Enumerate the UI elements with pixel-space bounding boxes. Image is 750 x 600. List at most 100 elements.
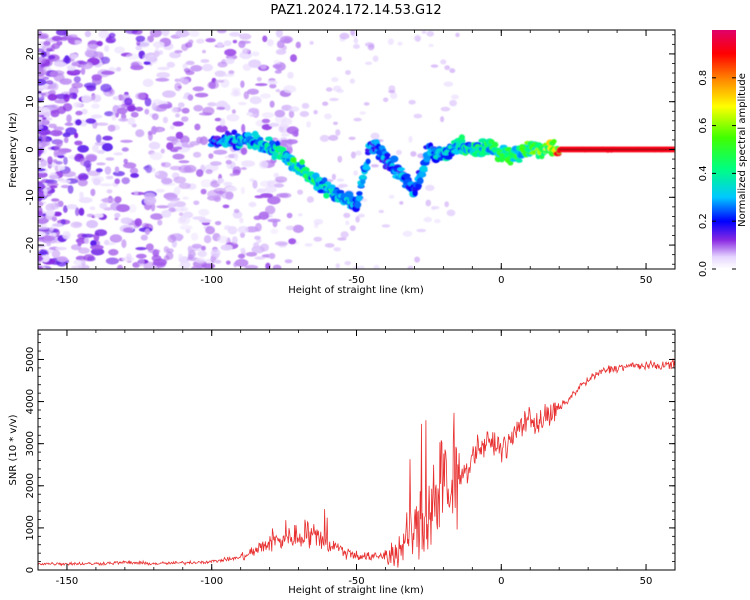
spectrogram-noise-blob — [175, 30, 190, 38]
spectrogram-noise-blob — [106, 189, 113, 194]
spectrogram-noise-blob — [339, 32, 350, 40]
spectrogram-noise-blob — [135, 253, 147, 259]
spectrogram-noise-blob — [249, 96, 262, 105]
spectrogram-noise-blob — [402, 230, 413, 237]
spectrogram-noise-blob — [93, 213, 104, 218]
spectrogram-noise-blob — [428, 43, 434, 48]
spectrogram-noise-blob — [226, 114, 240, 122]
spectrogram-noise-blob — [163, 255, 170, 261]
spectrogram-noise-blob — [295, 41, 301, 49]
spectrogram-noise-blob — [151, 265, 158, 269]
x-tick-label: -150 — [56, 576, 79, 587]
x-tick-label: -100 — [200, 275, 223, 286]
spectrogram-ridge-blob — [275, 140, 281, 147]
spectrogram-noise-blob — [66, 114, 72, 123]
spectrogram-noise-blob — [213, 187, 227, 194]
spectrogram-noise-blob — [50, 109, 60, 118]
spectrogram-noise-blob — [70, 40, 76, 45]
spectrogram-noise-blob — [416, 228, 427, 233]
spectrogram-noise-blob — [55, 246, 68, 251]
spectrogram-ridge-blob — [325, 181, 332, 186]
spectrogram-noise-blob — [359, 111, 366, 115]
spectrogram-noise-blob — [46, 182, 59, 187]
spectrogram-noise-blob — [116, 107, 128, 115]
spectrogram-noise-blob — [57, 151, 66, 155]
spectrogram-noise-blob — [198, 112, 212, 116]
spectrogram-noise-blob — [273, 183, 285, 188]
spectrogram-noise-blob — [95, 168, 103, 173]
spectrogram-noise-blob — [85, 118, 97, 124]
spectrogram-noise-blob — [358, 265, 365, 269]
spectrogram-noise-blob — [108, 249, 119, 256]
spectrogram-noise-blob — [43, 187, 48, 197]
spectrogram-noise-blob — [267, 180, 275, 188]
spectrogram-noise-blob — [114, 212, 121, 218]
spectrogram-noise-blob — [174, 82, 182, 92]
spectrogram-noise-blob — [116, 264, 124, 269]
spectrogram-ridge-blob — [415, 183, 422, 189]
spectrogram-noise-blob — [223, 181, 233, 187]
spectrogram-noise-blob — [397, 41, 403, 46]
spectrogram-noise-blob — [248, 107, 260, 114]
spectrogram-noise-blob — [103, 45, 110, 52]
spectrogram-noise-blob — [325, 87, 333, 92]
spectrogram-noise-blob — [157, 66, 170, 71]
spectrogram-noise-blob — [304, 243, 313, 247]
spectrogram-noise-blob — [104, 242, 116, 246]
spectrogram-noise-blob — [53, 159, 58, 164]
spectrogram-noise-blob — [59, 78, 72, 85]
spectrogram-noise-blob — [74, 140, 83, 146]
spectrogram-noise-blob — [279, 192, 292, 199]
spectrogram-noise-blob — [52, 223, 65, 227]
spectrogram-noise-blob — [96, 149, 106, 154]
spectrogram-noise-blob — [38, 157, 44, 162]
spectrogram-noise-blob — [434, 219, 441, 224]
spectrogram-noise-blob — [54, 93, 69, 100]
y-tick-label: 10 — [25, 95, 36, 108]
x-tick-label: -150 — [56, 275, 79, 286]
y-tick-label: 20 — [25, 48, 36, 61]
spectrogram-noise-blob — [108, 32, 116, 38]
spectrogram-noise-blob — [205, 226, 216, 235]
spectrogram-ridge-blob — [551, 139, 557, 144]
spectrogram-noise-blob — [132, 262, 141, 268]
spectrogram-noise-blob — [91, 175, 104, 183]
spectrogram-noise-blob — [154, 171, 160, 176]
spectrogram-ridge-blob — [327, 184, 336, 189]
spectrogram-noise-blob — [348, 136, 356, 140]
spectrogram-noise-blob — [135, 45, 143, 51]
spectrogram-noise-blob — [344, 261, 352, 266]
spectrogram-noise-blob — [104, 111, 114, 117]
spectrogram-noise-blob — [273, 172, 279, 178]
spectrogram-noise-blob — [219, 118, 226, 127]
spectrogram-noise-blob — [81, 108, 88, 115]
spectrogram-noise-blob — [214, 79, 225, 83]
spectrogram-noise-blob — [328, 134, 339, 141]
spectrogram-noise-blob — [169, 125, 175, 130]
spectrogram-noise-blob — [254, 195, 265, 199]
spectrogram-noise-blob — [79, 191, 84, 199]
spectrogram-noise-blob — [355, 216, 360, 223]
spectrogram-noise-blob — [77, 174, 83, 181]
x-tick-label: 0 — [498, 576, 504, 587]
spectrogram-noise-blob — [333, 121, 338, 126]
spectrogram-ridge-blob — [360, 179, 366, 185]
spectrogram-noise-blob — [77, 145, 89, 153]
spectrogram-noise-blob — [259, 160, 269, 169]
spectrogram-noise-blob — [51, 35, 63, 42]
spectrogram-noise-blob — [237, 101, 247, 106]
spectrogram-ridge-blob — [336, 189, 345, 195]
spectrogram-noise-blob — [109, 234, 123, 243]
spectrogram-noise-blob — [248, 201, 257, 208]
spectrogram-noise-blob — [122, 227, 134, 233]
spectrogram-noise-blob — [134, 218, 143, 227]
spectrogram-noise-blob — [38, 249, 48, 256]
spectrogram-noise-blob — [260, 64, 267, 70]
spectrogram-noise-blob — [353, 37, 359, 44]
spectrogram-noise-blob — [47, 55, 56, 60]
spectrogram-noise-blob — [75, 119, 82, 126]
spectrogram-noise-blob — [116, 204, 130, 213]
spectrogram-noise-blob — [182, 63, 188, 70]
